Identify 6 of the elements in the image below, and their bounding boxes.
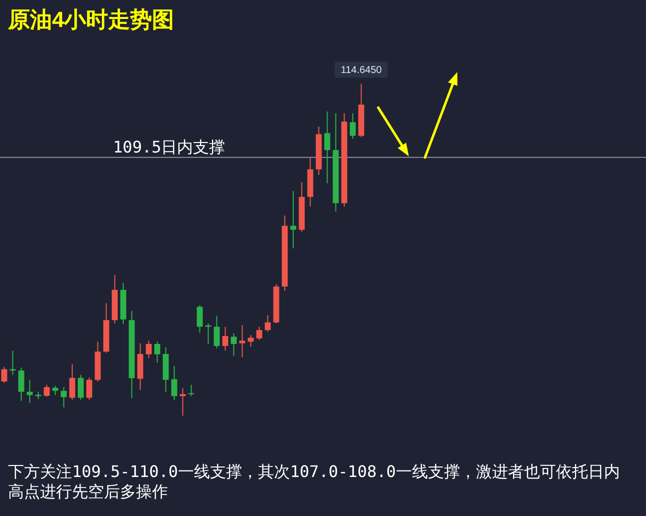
ref-line-label: 109.5日内支撑 xyxy=(113,137,226,156)
annotation: 114.6450 xyxy=(340,65,382,76)
chart-title: 原油4小时走势图 xyxy=(7,7,174,32)
ref-line: 109.5日内支撑 xyxy=(0,137,646,158)
note: 下方关注109.5-110.0一线支撑，其次107.0-108.0一线支撑，激进者也可依托日内高点进行先空后多操作 xyxy=(8,462,620,501)
value-label: 114.6450 xyxy=(334,62,388,78)
